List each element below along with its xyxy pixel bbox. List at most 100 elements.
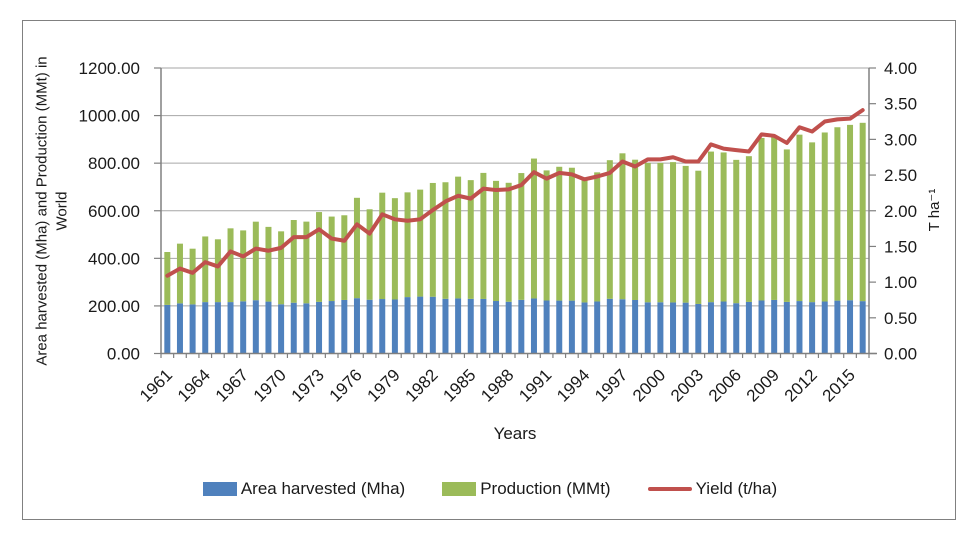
bar-production bbox=[442, 182, 449, 299]
bar-area-harvested bbox=[530, 298, 537, 354]
bar-production bbox=[379, 192, 386, 300]
bar-production bbox=[164, 252, 171, 305]
bar-area-harvested bbox=[442, 298, 449, 354]
bar-production bbox=[455, 176, 462, 299]
bar-production bbox=[606, 160, 613, 299]
y-axis-title-left: Area harvested (Mha) and Production (MMt… bbox=[33, 56, 71, 366]
bar-area-harvested bbox=[328, 301, 335, 354]
x-axis-tick-label: 1982 bbox=[401, 365, 441, 405]
bar-area-harvested bbox=[657, 302, 664, 354]
bar-production bbox=[252, 221, 259, 301]
bar-production bbox=[303, 221, 310, 304]
bar-area-harvested bbox=[720, 301, 727, 354]
legend-item-area-harvested: Area harvested (Mha) bbox=[202, 479, 405, 499]
bar-production bbox=[745, 156, 752, 302]
bar-area-harvested bbox=[518, 299, 525, 354]
x-axis-tick-label: 1997 bbox=[591, 365, 631, 405]
bar-area-harvested bbox=[568, 300, 575, 354]
bar-area-harvested bbox=[176, 303, 183, 354]
bar-production bbox=[202, 236, 209, 303]
y-axis-tick-label-right: 1.00 bbox=[884, 273, 917, 292]
bar-production bbox=[543, 170, 550, 301]
bar-area-harvested bbox=[670, 302, 677, 354]
bar-area-harvested bbox=[606, 298, 613, 354]
x-axis-tick-label: 2003 bbox=[667, 365, 707, 405]
bar-production bbox=[227, 228, 234, 303]
bar-production bbox=[176, 243, 183, 304]
bar-production bbox=[493, 180, 500, 302]
x-axis-tick-label: 1991 bbox=[515, 365, 555, 405]
bar-area-harvested bbox=[227, 302, 234, 354]
bar-production bbox=[619, 153, 626, 300]
bar-area-harvested bbox=[467, 298, 474, 354]
bar-area-harvested bbox=[859, 301, 866, 354]
x-axis-tick-label: 2012 bbox=[781, 365, 821, 405]
bar-production bbox=[720, 152, 727, 302]
bar-area-harvested bbox=[821, 301, 828, 354]
bar-area-harvested bbox=[189, 304, 196, 354]
legend-item-production: Production (MMt) bbox=[442, 479, 611, 499]
bar-production bbox=[530, 158, 537, 299]
x-axis-tick-label: 2006 bbox=[705, 365, 745, 405]
bar-area-harvested bbox=[809, 302, 816, 354]
legend-swatch-area-harvested bbox=[202, 482, 237, 496]
y-axis-tick-label-left: 400.00 bbox=[88, 249, 140, 268]
bar-production bbox=[568, 167, 575, 301]
y-axis-tick-label-left: 1000.00 bbox=[79, 107, 140, 126]
x-axis-tick-label: 1985 bbox=[439, 365, 479, 405]
bar-production bbox=[316, 212, 323, 302]
bar-area-harvested bbox=[834, 300, 841, 354]
bar-production bbox=[809, 142, 816, 303]
x-axis-tick-label: 1979 bbox=[364, 365, 404, 405]
bar-area-harvested bbox=[265, 301, 272, 354]
x-axis-tick-label: 1964 bbox=[174, 365, 214, 405]
bar-area-harvested bbox=[303, 303, 310, 354]
legend-swatch-production bbox=[442, 482, 477, 496]
bar-area-harvested bbox=[404, 297, 411, 354]
x-axis-tick-label: 2015 bbox=[819, 365, 859, 405]
y-axis-tick-label-right: 2.50 bbox=[884, 166, 917, 185]
y-axis-tick-label-right: 1.50 bbox=[884, 237, 917, 256]
y-axis-tick-label-left: 800.00 bbox=[88, 154, 140, 173]
x-axis-tick-label: 1967 bbox=[212, 365, 252, 405]
bar-production bbox=[707, 151, 714, 303]
bar-production bbox=[417, 189, 424, 297]
x-axis-tick-label: 1961 bbox=[136, 365, 176, 405]
bar-production bbox=[834, 127, 841, 301]
bar-area-harvested bbox=[240, 301, 247, 354]
bar-production bbox=[594, 172, 601, 302]
y-axis-tick-label-right: 0.50 bbox=[884, 309, 917, 328]
bar-area-harvested bbox=[644, 302, 651, 354]
bar-area-harvested bbox=[455, 298, 462, 354]
bar-area-harvested bbox=[707, 302, 714, 354]
x-axis-tick-label: 2009 bbox=[743, 365, 783, 405]
bar-production bbox=[758, 137, 765, 301]
bar-area-harvested bbox=[366, 299, 373, 354]
bar-production bbox=[328, 216, 335, 302]
y-axis-title-right: T ha⁻¹ bbox=[926, 188, 943, 232]
y-axis-tick-label-left: 1200.00 bbox=[79, 59, 140, 78]
bar-production bbox=[632, 159, 639, 300]
y-axis-tick-label-right: 4.00 bbox=[884, 59, 917, 78]
bar-area-harvested bbox=[594, 301, 601, 354]
y-axis-tick-label-left: 200.00 bbox=[88, 297, 140, 316]
bar-area-harvested bbox=[783, 301, 790, 354]
bar-production bbox=[796, 134, 803, 302]
bar-area-harvested bbox=[379, 299, 386, 354]
bar-production bbox=[518, 173, 525, 300]
x-axis-title: Years bbox=[493, 424, 537, 443]
bar-production bbox=[859, 122, 866, 302]
bar-area-harvested bbox=[429, 296, 436, 354]
bar-production bbox=[366, 209, 373, 300]
bar-area-harvested bbox=[682, 302, 689, 354]
bar-area-harvested bbox=[847, 300, 854, 354]
bar-area-harvested bbox=[695, 303, 702, 354]
bar-production bbox=[429, 182, 436, 297]
bar-area-harvested bbox=[733, 303, 740, 354]
bar-area-harvested bbox=[480, 298, 487, 354]
y-axis-tick-label-right: 2.00 bbox=[884, 202, 917, 221]
bar-production bbox=[353, 197, 360, 299]
bar-area-harvested bbox=[505, 301, 512, 354]
y-axis-tick-label-left: 600.00 bbox=[88, 202, 140, 221]
